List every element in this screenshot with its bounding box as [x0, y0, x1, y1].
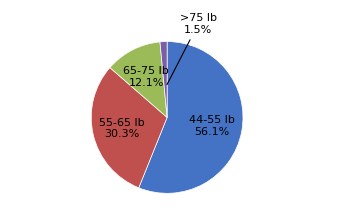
Wedge shape: [110, 42, 167, 117]
Wedge shape: [160, 42, 167, 117]
Text: 65-75 lb
12.1%: 65-75 lb 12.1%: [123, 66, 169, 88]
Wedge shape: [91, 68, 167, 188]
Text: >75 lb
1.5%: >75 lb 1.5%: [167, 13, 217, 85]
Text: 44-55 lb
56.1%: 44-55 lb 56.1%: [189, 115, 235, 137]
Wedge shape: [139, 42, 243, 193]
Text: 55-65 lb
30.3%: 55-65 lb 30.3%: [99, 118, 144, 139]
